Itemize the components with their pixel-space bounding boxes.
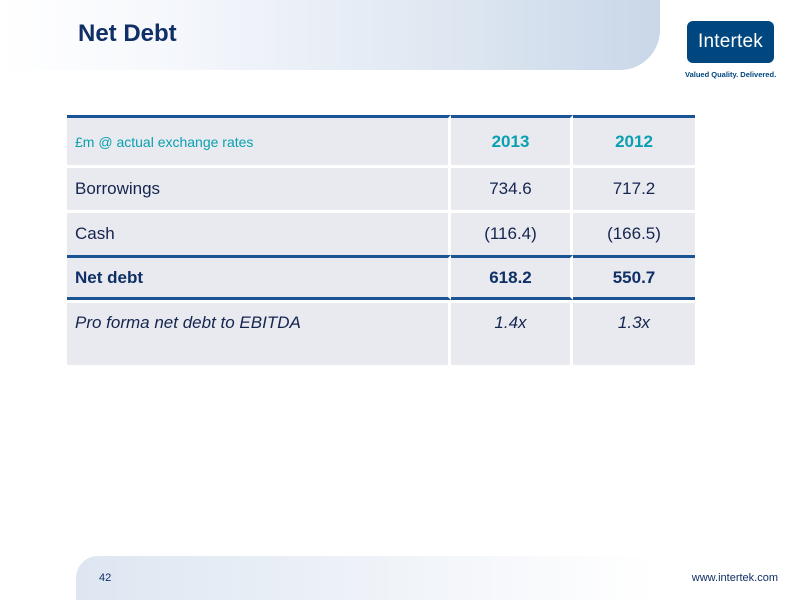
net-debt-table: £m @ actual exchange rates 2013 2012 Bor…	[67, 115, 695, 365]
table-header-row: £m @ actual exchange rates 2013 2012	[67, 115, 695, 165]
table-row-borrowings: Borrowings 734.6 717.2	[67, 165, 695, 210]
table-row-net-debt: Net debt 618.2 550.7	[67, 255, 695, 300]
header-cell-2013: 2013	[451, 115, 573, 165]
page-title: Net Debt	[78, 20, 177, 47]
header-cell-label: £m @ actual exchange rates	[67, 115, 451, 165]
cell-2013: (116.4)	[451, 210, 573, 255]
cell-2012: (166.5)	[573, 210, 695, 255]
header-band	[0, 0, 660, 70]
intertek-logo: Intertek	[687, 21, 774, 63]
row-label: Net debt	[67, 255, 451, 300]
row-label: Pro forma net debt to EBITDA	[67, 300, 451, 365]
cell-2013: 618.2	[451, 255, 573, 300]
cell-2013: 1.4x	[451, 300, 573, 365]
cell-2012: 550.7	[573, 255, 695, 300]
table-row-pro-forma: Pro forma net debt to EBITDA 1.4x 1.3x	[67, 300, 695, 365]
cell-2012: 1.3x	[573, 300, 695, 365]
header-cell-2012: 2012	[573, 115, 695, 165]
cell-2012: 717.2	[573, 165, 695, 210]
logo-tagline: Valued Quality. Delivered.	[685, 70, 777, 79]
cell-2013: 734.6	[451, 165, 573, 210]
footer-url: www.intertek.com	[691, 572, 778, 584]
footer-band	[76, 556, 800, 600]
page-number: 42	[99, 572, 112, 584]
row-label: Cash	[67, 210, 451, 255]
row-label: Borrowings	[67, 165, 451, 210]
table-row-cash: Cash (116.4) (166.5)	[67, 210, 695, 255]
